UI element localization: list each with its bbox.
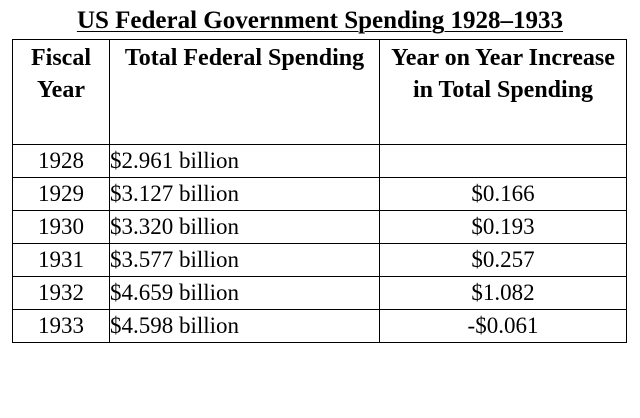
spending-cell: $3.320 billion xyxy=(109,210,380,244)
year-cell: 1930 xyxy=(12,210,110,244)
increase-cell: $0.166 xyxy=(379,177,627,211)
header-row: Fiscal Year Total Federal Spending Year … xyxy=(12,39,627,145)
table-row: 1928 $2.961 billion xyxy=(12,144,627,178)
table-row: 1932 $4.659 billion $1.082 xyxy=(12,276,627,310)
spending-cell: $2.961 billion xyxy=(109,144,380,178)
table-row: 1930 $3.320 billion $0.193 xyxy=(12,210,627,244)
header-fiscal-year: Fiscal Year xyxy=(12,39,110,145)
spending-table: Fiscal Year Total Federal Spending Year … xyxy=(12,39,627,343)
spending-cell: $4.659 billion xyxy=(109,276,380,310)
year-cell: 1928 xyxy=(12,144,110,178)
spending-cell: $3.577 billion xyxy=(109,243,380,277)
table-row: 1929 $3.127 billion $0.166 xyxy=(12,177,627,211)
increase-cell: $0.257 xyxy=(379,243,627,277)
spending-cell: $3.127 billion xyxy=(109,177,380,211)
year-cell: 1932 xyxy=(12,276,110,310)
table-title: US Federal Government Spending 1928–1933 xyxy=(76,7,564,34)
increase-cell xyxy=(379,144,627,178)
increase-cell: $0.193 xyxy=(379,210,627,244)
header-increase: Year on Year Increase in Total Spending xyxy=(379,39,627,145)
increase-cell: $1.082 xyxy=(379,276,627,310)
spending-cell: $4.598 billion xyxy=(109,309,380,343)
table-row: 1931 $3.577 billion $0.257 xyxy=(12,243,627,277)
year-cell: 1931 xyxy=(12,243,110,277)
header-total-spending: Total Federal Spending xyxy=(109,39,380,145)
increase-cell: -$0.061 xyxy=(379,309,627,343)
year-cell: 1933 xyxy=(12,309,110,343)
year-cell: 1929 xyxy=(12,177,110,211)
table-row: 1933 $4.598 billion -$0.061 xyxy=(12,309,627,343)
